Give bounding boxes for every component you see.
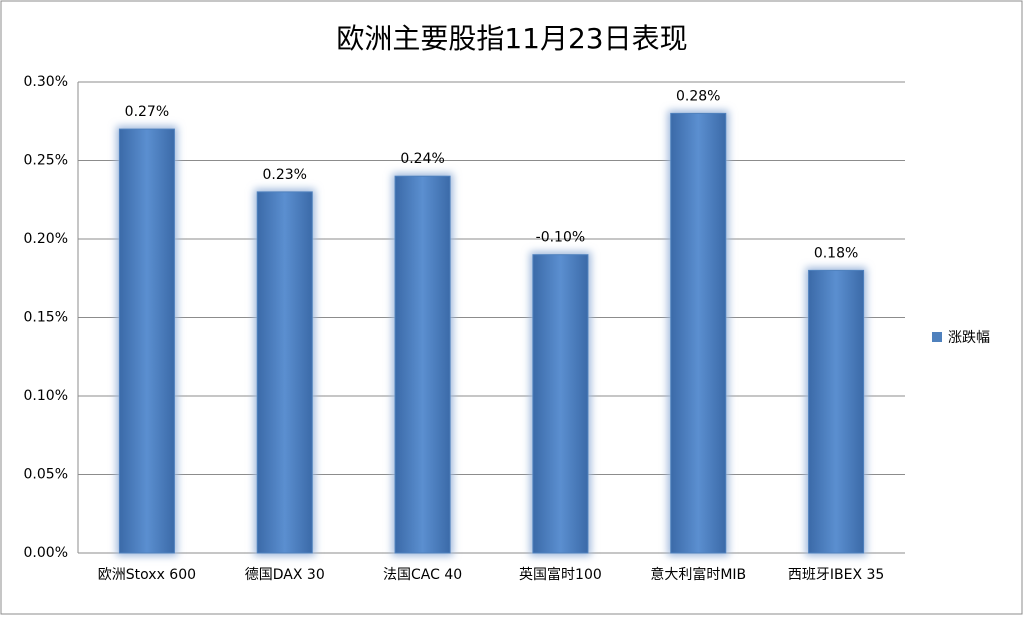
- x-tick-label: 法国CAC 40: [383, 567, 462, 583]
- data-label: -0.10%: [536, 230, 586, 246]
- bar: [532, 254, 589, 554]
- bar: [118, 128, 175, 554]
- y-tick-label: 0.20%: [24, 231, 68, 247]
- bar: [670, 112, 727, 554]
- legend-swatch: [932, 332, 942, 342]
- y-tick-label: 0.00%: [24, 545, 68, 561]
- x-tick-label: 意大利富时MIB: [650, 566, 746, 583]
- data-label: 0.27%: [125, 104, 169, 120]
- data-label: 0.23%: [263, 167, 307, 183]
- x-tick-label: 欧洲Stoxx 600: [98, 567, 196, 583]
- bar: [394, 175, 451, 554]
- bar: [808, 269, 865, 554]
- x-tick-label: 西班牙IBEX 35: [788, 567, 884, 583]
- bar: [256, 191, 313, 554]
- x-tick-label: 德国DAX 30: [245, 567, 325, 583]
- y-tick-label: 0.10%: [24, 388, 68, 404]
- chart-title: 欧洲主要股指11月23日表现: [336, 22, 687, 55]
- y-tick-label: 0.25%: [24, 153, 68, 169]
- y-tick-label: 0.05%: [24, 467, 68, 483]
- legend-label: 涨跌幅: [948, 330, 990, 346]
- data-label: 0.28%: [676, 88, 720, 104]
- y-tick-label: 0.15%: [24, 310, 68, 326]
- data-label: 0.18%: [814, 245, 858, 261]
- x-tick-label: 英国富时100: [519, 566, 602, 583]
- data-label: 0.24%: [400, 151, 444, 167]
- y-tick-label: 0.30%: [24, 74, 68, 90]
